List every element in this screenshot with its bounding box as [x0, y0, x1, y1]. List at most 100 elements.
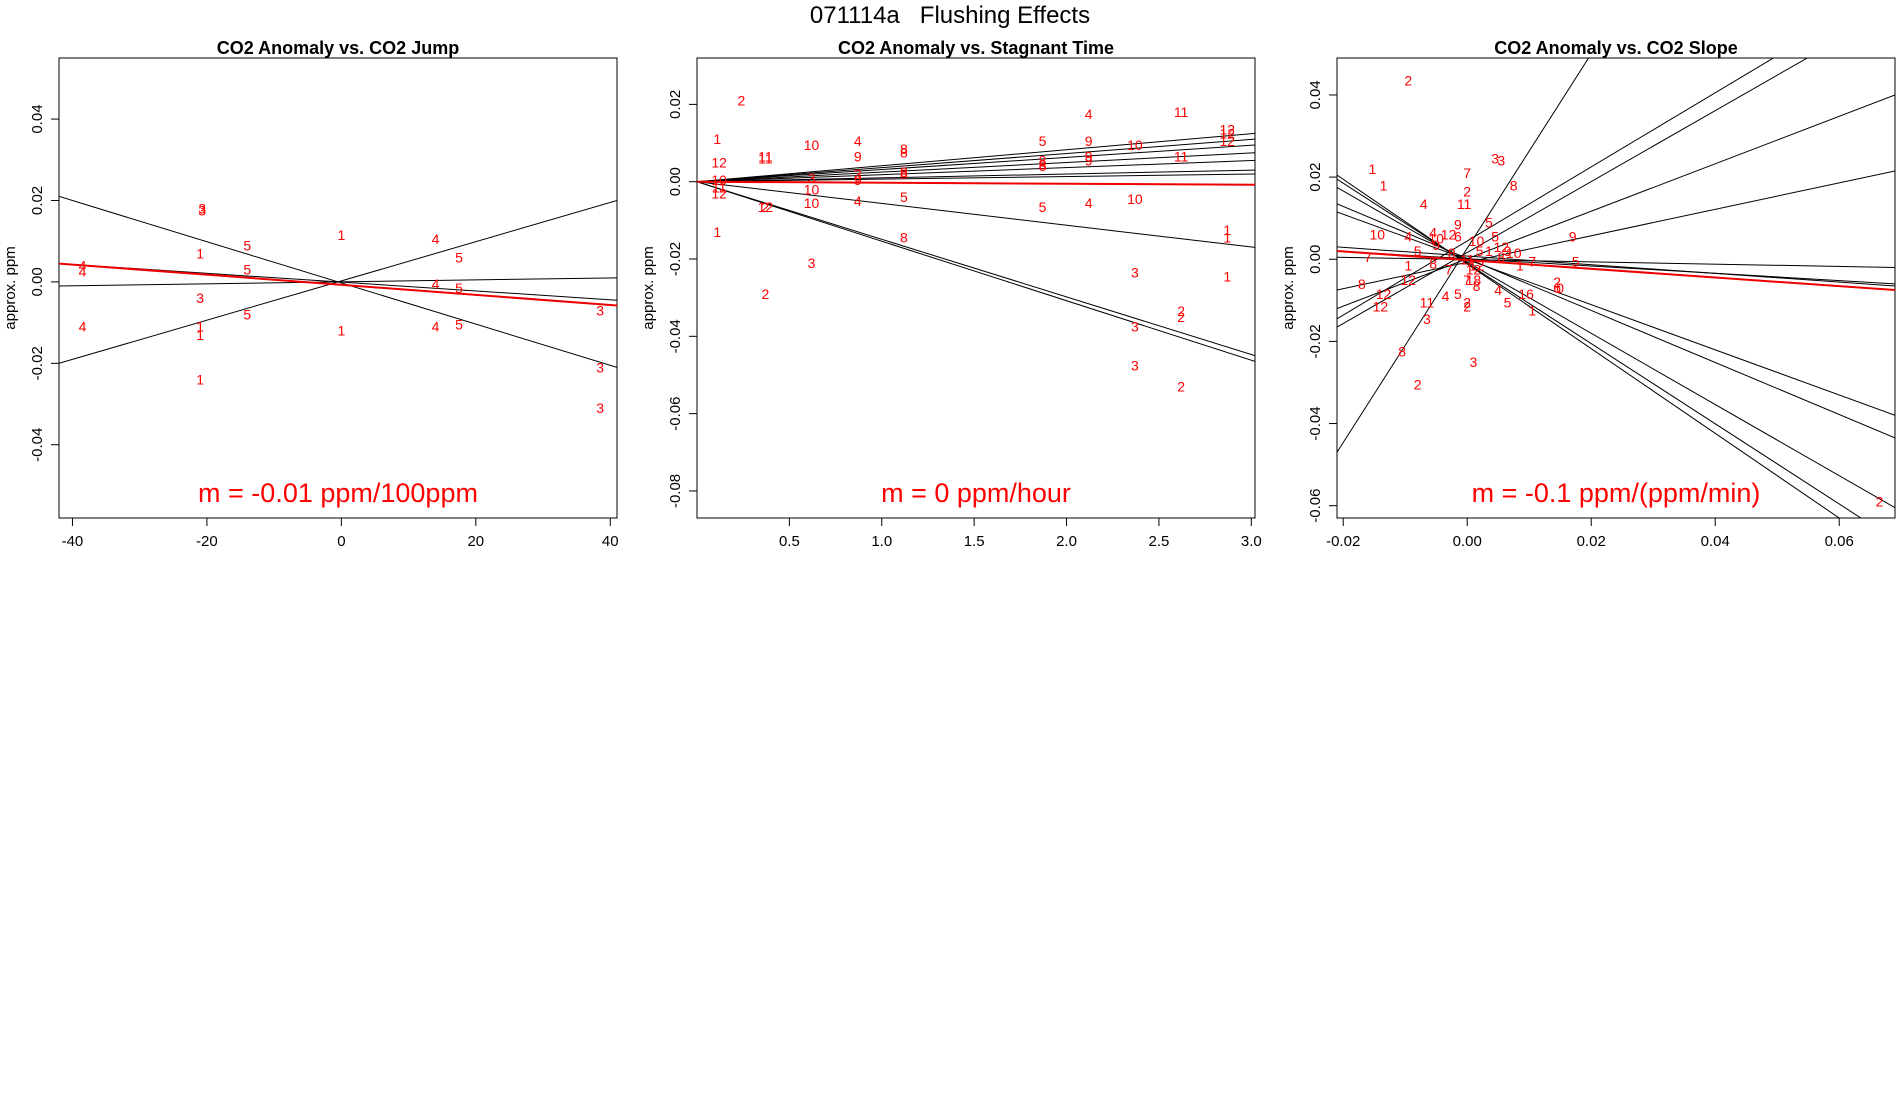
panel-stagnant-time: CO2 Anomaly vs. Stagnant Time approx. ppm… — [640, 38, 1262, 550]
data-point-label: 1 — [337, 323, 345, 339]
data-point-label: 4 — [854, 133, 862, 149]
data-point-label: 12 — [1373, 298, 1389, 314]
data-point-label: 9 — [1504, 243, 1512, 259]
data-point-label: 11 — [1420, 294, 1435, 310]
data-point-label: 3 — [1491, 151, 1499, 167]
overall-fit-line — [59, 262, 617, 307]
regression-line — [697, 181, 1255, 362]
data-point-label: 2 — [761, 199, 769, 215]
data-point-label: 11 — [1174, 104, 1189, 120]
data-point-label: 10 — [804, 195, 820, 211]
data-point-label: 1 — [1368, 161, 1376, 177]
panel-title: CO2 Anomaly vs. CO2 Jump — [217, 38, 459, 58]
data-point-label: 11 — [1174, 149, 1189, 165]
data-point-label: 4 — [432, 231, 440, 247]
data-point-label: 10 — [804, 137, 820, 153]
regression-line — [697, 181, 1255, 357]
data-point-label: 6 — [1553, 280, 1561, 296]
data-point-label: 5 — [1039, 133, 1047, 149]
slope-annotation: m = 0 ppm/hour — [881, 478, 1071, 508]
data-point-label: 2 — [1463, 298, 1471, 314]
data-point-label: 1 — [1380, 177, 1388, 193]
data-point-label: 1 — [713, 131, 721, 147]
data-point-label: 4 — [432, 276, 440, 292]
data-point-label: 2 — [1177, 309, 1185, 325]
data-point-label: 18 — [1466, 272, 1482, 288]
data-point-label: 8 — [1039, 152, 1047, 168]
data-point-label: 3 — [808, 255, 816, 271]
figure-title: 071114a Flushing Effects — [809, 2, 1091, 29]
regression-line — [1337, 94, 1895, 310]
data-point-label: 1 — [713, 224, 721, 240]
data-point-label: 5 — [1485, 214, 1493, 230]
data-point-label: 5 — [243, 306, 251, 322]
regression-line — [1337, 58, 1590, 453]
data-point-label: 4 — [1442, 288, 1450, 304]
y-tick-label: -0.02 — [29, 346, 46, 380]
data-point-label: 5 — [1491, 229, 1499, 245]
data-point-label: 16 — [1518, 286, 1534, 302]
data-point-label: 12 — [758, 199, 774, 215]
data-point-label: 5 — [1476, 243, 1484, 259]
data-point-label: 2 — [1177, 303, 1185, 319]
data-point-label: 8 — [1358, 276, 1366, 292]
data-point-label: 4 — [79, 258, 87, 274]
y-axis-label: approx. ppm — [640, 246, 657, 329]
data-point-label: 3 — [1497, 153, 1505, 169]
slope-annotation: m = -0.01 ppm/100ppm — [198, 478, 478, 508]
plot-content: 2112101112111111222103101034939488885858… — [697, 93, 1255, 395]
data-point-label: 1 — [337, 227, 345, 243]
y-tick-label: -0.06 — [667, 397, 684, 431]
x-tick-label: -0.02 — [1326, 533, 1360, 550]
regression-line — [1337, 246, 1895, 287]
data-point-label: 7 — [1528, 253, 1536, 269]
regression-line — [1337, 256, 1895, 268]
data-point-label: 3 — [854, 166, 862, 182]
data-point-label: 10 — [1428, 231, 1444, 247]
y-tick-label: 0.04 — [29, 104, 46, 133]
y-tick-label: 0.02 — [29, 186, 46, 215]
data-point-label: 1 — [196, 245, 204, 261]
data-point-label: 4 — [1494, 282, 1502, 298]
y-tick-label: 0.00 — [667, 167, 684, 196]
y-axis-label: approx. ppm — [2, 246, 19, 329]
panel-co2-jump: CO2 Anomaly vs. CO2 Jump approx. ppm -40 -2… — [2, 38, 619, 550]
data-point-label: 8 — [1510, 177, 1518, 193]
data-point-label: 3 — [596, 359, 604, 375]
x-tick-label: 0 — [337, 533, 345, 550]
y-tick-label: -0.08 — [667, 474, 684, 508]
panel-title: CO2 Anomaly vs. CO2 Slope — [1494, 38, 1737, 58]
data-point-label: 5 — [455, 280, 463, 296]
regression-line — [697, 144, 1255, 183]
data-point-label: 4 — [432, 319, 440, 335]
data-point-label: 4 — [1085, 195, 1093, 211]
y-tick-label: -0.04 — [667, 319, 684, 353]
data-point-label: 2 — [1553, 274, 1561, 290]
data-point-label: 12 — [1469, 257, 1485, 273]
x-tick-label: 2.5 — [1148, 533, 1169, 550]
data-point-label: 3 — [1131, 265, 1139, 281]
slope-annotation: m = -0.1 ppm/(ppm/min) — [1472, 478, 1761, 508]
regression-line — [1337, 250, 1895, 285]
data-point-label: 2 — [1404, 73, 1412, 89]
data-point-label: 10 — [1127, 191, 1143, 207]
regression-line — [697, 173, 1255, 183]
data-point-label: 12 — [1219, 122, 1235, 138]
data-point-label: 2 — [1414, 377, 1422, 393]
data-point-label: 1 — [196, 372, 204, 388]
data-point-label: 9 — [1085, 133, 1093, 149]
regression-line — [1337, 170, 1895, 291]
data-point-label: 10 — [1506, 245, 1522, 261]
data-point-label: 7 — [1463, 272, 1471, 288]
data-point-label: 3 — [1470, 354, 1478, 370]
data-point-label: 1 — [1404, 257, 1412, 273]
x-tick-label: 1.0 — [871, 533, 892, 550]
data-point-label: 3 — [808, 170, 816, 186]
data-point-label: 9 — [1569, 229, 1577, 245]
data-point-label: 9 — [1085, 149, 1093, 165]
data-point-label: 4 — [1085, 106, 1093, 122]
x-tick-label: 0.04 — [1701, 533, 1730, 550]
data-point-label: 11 — [1457, 196, 1472, 212]
data-point-label: 8 — [1473, 278, 1481, 294]
